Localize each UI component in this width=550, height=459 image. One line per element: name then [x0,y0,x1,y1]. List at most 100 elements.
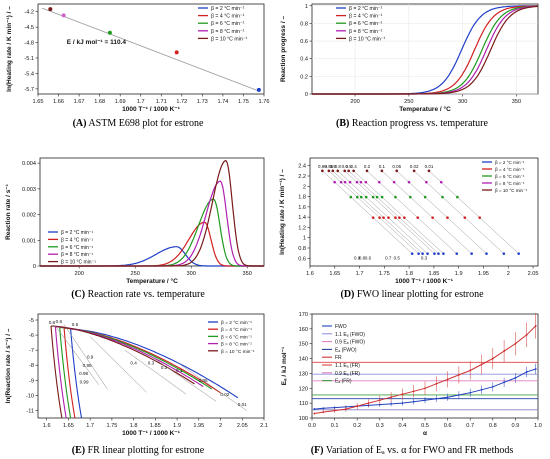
x-axis-label: 1000 T⁻¹ / 1000 K⁻¹ [395,278,453,285]
data-point [442,252,445,255]
data-point [256,87,261,92]
x-tick-label: 2.1 [260,423,268,429]
legend-label: β = 6 °C min⁻¹ [221,334,252,340]
y-axis-label: ln(Heating rate / K min⁻¹) / – [279,169,286,255]
series-line [55,326,204,387]
alpha-label: 0.5 [72,322,79,327]
x-tick-label: 2.05 [528,271,539,277]
chart-e: 1.6 1.65 1.7 1.75 1.8 1.85 1.9 1.95 2 2.05 2.1 -5 -6… [5,313,268,437]
data-point [333,409,336,412]
y-tick-label: 0.003 [22,187,36,193]
chart-a: 1.65 1.66 1.67 1.68 1.69 1.7 1.71 1.72 1.73 1.74 1… [6,3,269,113]
data-point [437,252,440,255]
data-point [107,30,112,35]
data-point [502,252,506,255]
data-point [322,411,325,413]
legend-label: β = 4 °C min⁻¹ [349,14,383,20]
data-point [377,180,381,184]
data-point [352,169,355,173]
x-tick-label: 1.9 [455,271,463,277]
data-point [514,342,517,345]
data-point [401,393,404,396]
data-point [534,324,537,327]
data-point [433,252,436,255]
alpha-label: 0.95 [83,363,92,368]
data-point [348,180,352,184]
data-point [375,195,379,199]
x-axis-label: 1000 T⁻¹ / 1000 K⁻¹ [122,106,180,113]
data-point [333,406,336,409]
y-tick-label: 130 [299,371,308,377]
x-tick-label: 1.8 [405,271,413,277]
data-point [322,407,325,410]
alpha-label: 0.9 [330,164,337,169]
y-tick-label: -6 [29,333,34,339]
caption-d: (D) FWO linear plotting for estrone [340,289,484,300]
data-point [435,382,438,385]
data-point [378,399,381,402]
data-point [470,252,473,255]
data-point [427,169,431,173]
y-axis-label: Reaction rate / s⁻¹ [5,184,12,240]
data-point [331,169,335,173]
data-point [426,252,429,255]
alpha-label: 0.8 [359,255,366,260]
data-point [327,169,331,173]
chart-d: 1.6 1.65 1.7 1.75 1.8 1.85 1.9 1.95 2 2.050.60.81… [279,157,539,285]
alpha-label: 0.7 [385,255,392,260]
plot-frame [37,3,265,95]
data-point [456,195,459,199]
x-tick-label: 0.2 [353,423,361,429]
x-tick-label: 200 [75,271,84,277]
data-point [347,169,350,173]
x-tick-label: 1.68 [94,99,105,105]
data-point [364,195,368,199]
fit-line [344,170,435,254]
x-tick-label: 1.95 [193,423,204,429]
x-tick-label: 250 [404,99,413,105]
data-point [371,195,375,199]
fit-line [89,336,147,393]
y-tick-label: -10 [26,393,34,399]
data-point [503,350,505,353]
x-tick-label: 1.6 [43,423,51,429]
y-tick-label: 170 [299,312,308,318]
alpha-label: 0.01 [238,402,247,407]
legend-label: β = 6 °C min⁻¹ [61,245,93,251]
data-point [534,368,537,370]
data-point [514,376,517,379]
series-line [70,329,83,419]
data-point [409,195,412,199]
legend-label: FWO [335,324,347,330]
alpha-label: 0.4 [130,360,137,365]
legend-label: β = 8 °C min⁻¹ [349,29,383,35]
y-tick-label: -5.4 [24,71,34,77]
series-line [312,5,539,95]
caption-a: (A) ASTM E698 plot for estrone [72,118,204,129]
plot-frame [37,313,265,419]
alpha-label: 0.3 [148,360,155,365]
fit-line [150,355,217,402]
x-tick-label: 0.6 [444,423,452,429]
x-tick-label: 1.85 [150,423,161,429]
x-axis-label: 1000 T⁻¹ / 1000 K⁻¹ [122,430,180,437]
x-tick-label: 1.7 [137,99,145,105]
y-tick-label: 0.8 [300,21,308,27]
x-tick-label: 1.65 [63,423,74,429]
data-point [431,216,434,219]
x-axis-label: Temperature / °C [399,105,451,113]
fit-line [396,170,487,254]
data-point [480,363,483,366]
data-point [469,369,472,372]
fit-line [348,170,439,254]
x-tick-label: 0.9 [512,423,520,429]
x-tick-label: 0.3 [376,423,384,429]
data-point [407,180,411,184]
plot-frame [309,157,539,267]
legend-label: β = 2 °C min⁻¹ [211,6,245,12]
alpha-label: 0.1 [176,368,183,373]
data-point [412,400,415,403]
legend-label: β = 4 °C min⁻¹ [495,167,525,172]
data-point [491,385,494,388]
alpha-label: 0.95 [324,164,333,169]
